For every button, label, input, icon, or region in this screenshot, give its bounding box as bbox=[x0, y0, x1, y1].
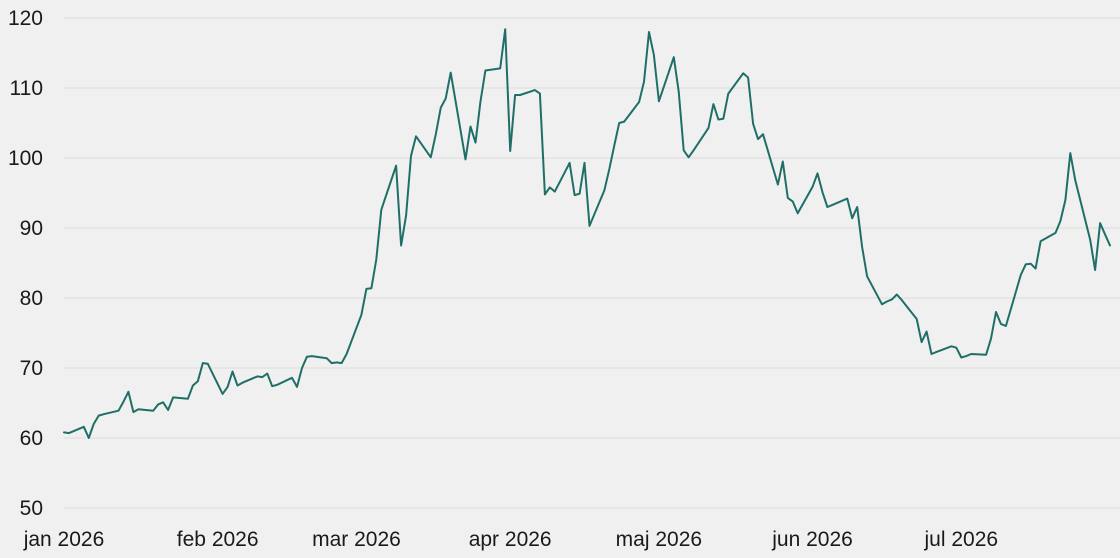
y-tick-label: 110 bbox=[10, 77, 43, 100]
y-tick-label: 100 bbox=[8, 147, 43, 170]
y-tick-label: 90 bbox=[20, 217, 43, 240]
y-tick-label: 70 bbox=[20, 357, 43, 380]
x-tick-label: jun 2026 bbox=[771, 528, 853, 551]
x-tick-label: feb 2026 bbox=[177, 528, 259, 551]
y-tick-label: 80 bbox=[20, 287, 43, 310]
x-tick-label: apr 2026 bbox=[469, 528, 552, 551]
y-tick-label: 120 bbox=[8, 7, 43, 30]
y-tick-label: 50 bbox=[20, 497, 43, 520]
x-tick-label: maj 2026 bbox=[616, 528, 702, 551]
x-tick-label: jan 2026 bbox=[23, 528, 105, 551]
x-tick-label: mar 2026 bbox=[312, 528, 401, 551]
x-axis-tick-labels: jan 2026 feb 2026 mar 2026 apr 2026 maj 2026… bbox=[23, 528, 998, 551]
series-line-0 bbox=[63, 28, 1111, 439]
gridlines bbox=[64, 17, 1120, 509]
y-axis-tick-labels: 50 60 70 80 90 100 110 120 bbox=[8, 7, 43, 520]
y-tick-label: 60 bbox=[20, 427, 43, 450]
x-tick-label: jul 2026 bbox=[923, 528, 998, 551]
series-group bbox=[63, 28, 1111, 439]
